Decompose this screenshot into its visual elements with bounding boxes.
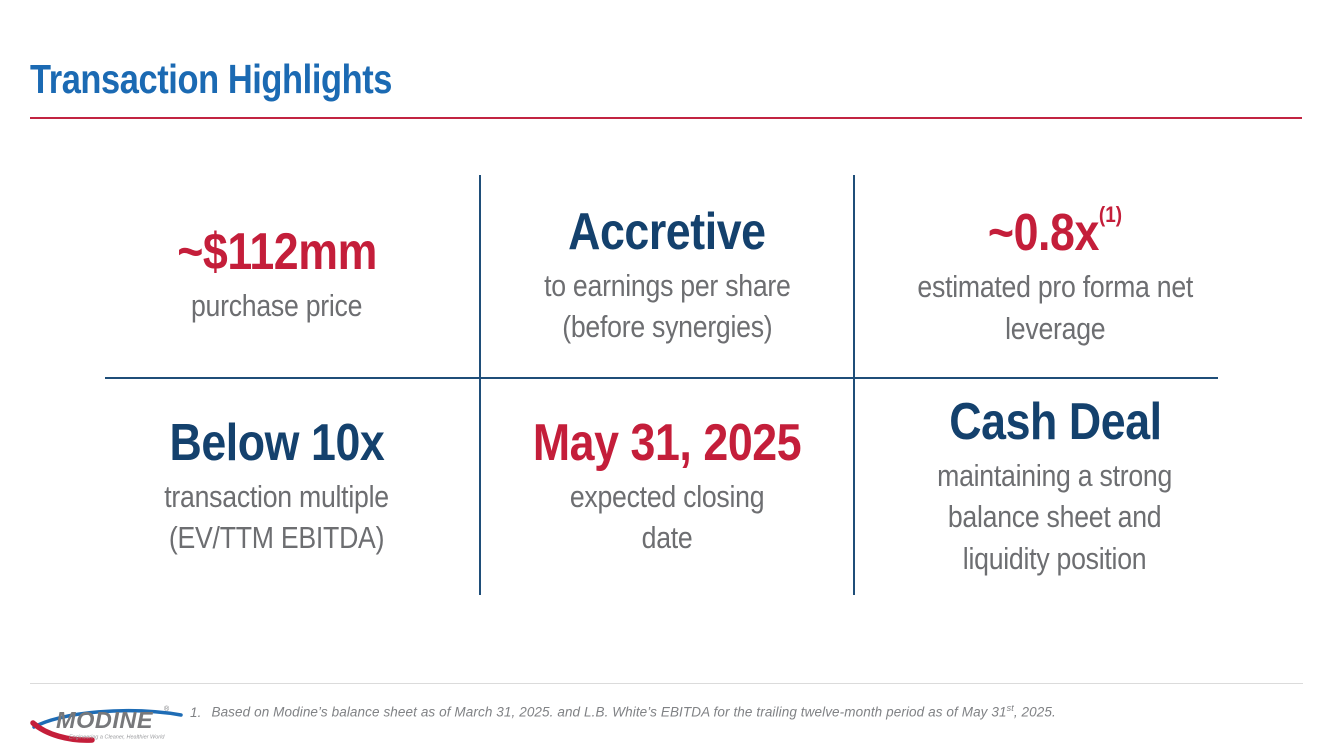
footnote-text: Based on Modine’s balance sheet as of Ma… (211, 704, 1007, 720)
highlight-value: Cash Deal (948, 393, 1162, 452)
highlight-caption: estimated pro forma net leverage (917, 269, 1193, 346)
grid-divider-horizontal (105, 377, 1218, 379)
modine-logo-tagline: Engineering a Cleaner, Healthier World (69, 735, 165, 741)
highlight-caption: expected closing date (569, 478, 765, 556)
highlight-caption: maintaining a strong balance sheet and l… (937, 458, 1173, 576)
highlight-caption: purchase price (191, 288, 363, 324)
footnote-text-tail: , 2025. (1013, 704, 1056, 720)
title-underline-rule (30, 117, 1302, 119)
modine-logo: MODINE ® Engineering a Cleaner, Healthie… (28, 694, 188, 744)
highlight-value: Below 10x (169, 413, 385, 472)
highlight-value: May 31, 2025 (532, 413, 802, 472)
modine-logo-wordmark: MODINE (56, 707, 154, 733)
highlight-value-text: ~0.8x (987, 204, 1099, 263)
footnote-superscript: st (1006, 703, 1014, 713)
highlight-cell-closing-date: May 31, 2025 expected closing date (481, 379, 853, 595)
highlight-cell-transaction-multiple: Below 10x transaction multiple (EV/TTM E… (75, 379, 479, 595)
modine-logo-swoosh-icon: MODINE ® Engineering a Cleaner, Healthie… (30, 705, 183, 743)
footer-divider-line (30, 683, 1303, 684)
highlight-cell-net-leverage: ~0.8x(1) estimated pro forma net leverag… (855, 175, 1255, 377)
highlight-value: ~0.8x(1) (988, 203, 1122, 261)
highlight-value: ~$112mm (177, 223, 377, 282)
highlight-cell-accretive: Accretive to earnings per share (before … (481, 175, 853, 377)
highlight-caption: to earnings per share (before synergies) (543, 267, 791, 345)
page-title: Transaction Highlights (30, 56, 392, 102)
grid-divider-vertical-left (479, 175, 481, 595)
highlight-cell-purchase-price: ~$112mm purchase price (75, 175, 479, 377)
highlight-caption: transaction multiple (EV/TTM EBITDA) (164, 478, 390, 556)
footnote: 1. Based on Modine’s balance sheet as of … (190, 703, 1056, 720)
highlight-cell-cash-deal: Cash Deal maintaining a strong balance s… (855, 379, 1255, 595)
grid-divider-vertical-right (853, 175, 855, 595)
footnote-reference: (1) (1098, 202, 1123, 228)
registered-trademark-symbol: ® (164, 705, 170, 713)
highlight-value: Accretive (568, 202, 766, 261)
footnote-number: 1. (190, 704, 202, 720)
